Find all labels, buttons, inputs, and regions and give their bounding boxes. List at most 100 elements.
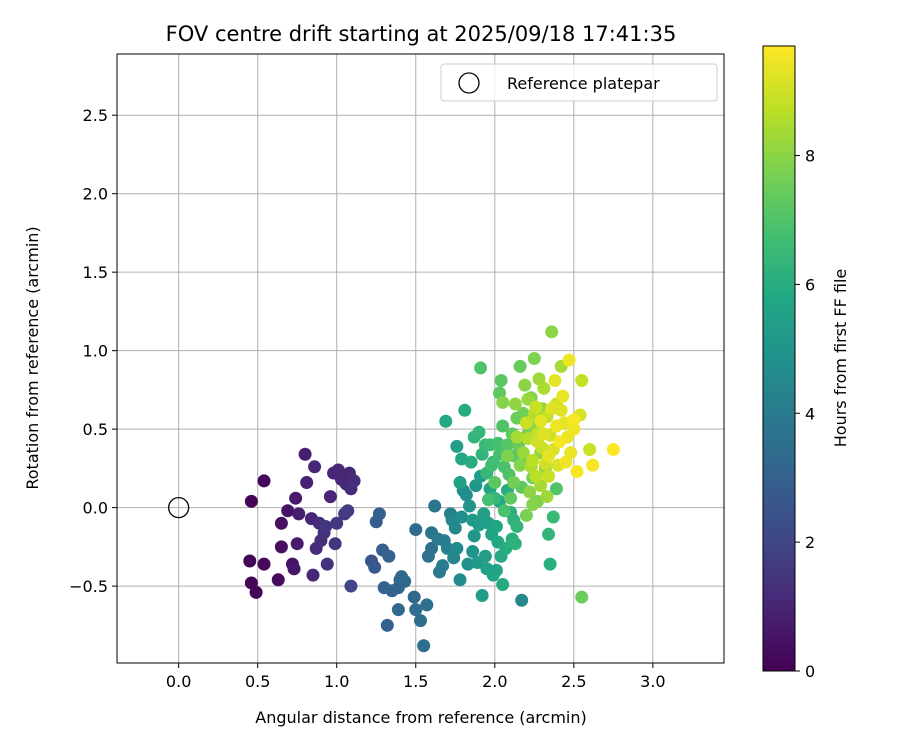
data-point: [537, 381, 551, 395]
data-point: [436, 559, 450, 573]
x-tick-label: 2.5: [561, 672, 586, 691]
data-point: [486, 568, 500, 582]
data-point: [534, 414, 548, 428]
data-point: [583, 443, 597, 457]
plot-frame: [116, 53, 725, 664]
data-point: [455, 510, 469, 524]
data-point: [513, 458, 527, 472]
data-point: [488, 475, 502, 489]
data-point: [328, 537, 342, 551]
x-tick-label: 0.5: [245, 672, 270, 691]
data-point: [508, 397, 522, 411]
data-point: [556, 389, 570, 403]
data-point: [540, 490, 554, 504]
data-point: [453, 573, 467, 587]
data-point: [519, 508, 533, 522]
data-point: [287, 562, 301, 576]
data-point: [575, 373, 589, 387]
data-point: [382, 549, 396, 563]
colorbar-tick-label: 8: [805, 147, 815, 166]
data-point: [344, 579, 358, 593]
data-point: [545, 402, 559, 416]
data-point: [508, 537, 522, 551]
legend-entry-reference-platepar: Reference platepar: [507, 74, 660, 93]
x-tick-label: 3.0: [640, 672, 665, 691]
data-point: [496, 578, 510, 592]
data-point: [562, 353, 576, 367]
data-point: [414, 614, 427, 628]
colorbar-tick-label: 0: [805, 662, 815, 681]
legend: Reference platepar: [440, 63, 718, 102]
data-point: [559, 455, 573, 469]
x-axis-ticks: 0.0 0.5 1.0 1.5 2.0 2.5 3.0: [166, 663, 666, 691]
data-point: [526, 454, 540, 468]
data-point: [244, 494, 258, 508]
data-point: [459, 488, 473, 502]
y-tick-label: 0.5: [83, 420, 108, 439]
data-point: [542, 449, 556, 463]
data-point: [308, 460, 322, 474]
data-point: [319, 519, 333, 533]
data-point: [463, 499, 477, 513]
data-point: [407, 590, 421, 604]
data-point: [425, 541, 439, 555]
data-point: [515, 593, 529, 607]
x-tick-label: 1.0: [324, 672, 349, 691]
data-point: [274, 516, 288, 530]
data-point: [475, 589, 489, 603]
y-axis-label: Rotation from reference (arcmin): [23, 226, 42, 489]
data-point: [372, 507, 386, 521]
data-point: [417, 639, 431, 653]
data-point: [249, 585, 263, 599]
data-point: [467, 529, 481, 543]
data-point: [510, 430, 524, 444]
data-point: [523, 485, 537, 499]
data-point: [519, 416, 533, 430]
data-point: [257, 557, 271, 571]
data-point: [553, 435, 567, 449]
data-point: [478, 549, 492, 563]
colorbar-tick-label: 4: [805, 404, 815, 423]
colorbar-gradient: [762, 45, 796, 672]
x-axis-label: Angular distance from reference (arcmin): [255, 708, 586, 727]
data-point: [548, 373, 562, 387]
data-point: [450, 439, 464, 453]
data-point: [586, 458, 600, 472]
data-point: [330, 516, 344, 530]
data-point: [306, 568, 320, 582]
data-point: [439, 414, 453, 428]
data-point: [537, 427, 551, 441]
y-tick-label: 1.0: [83, 342, 108, 361]
data-point: [466, 545, 480, 559]
data-point: [474, 361, 488, 375]
data-point: [292, 507, 306, 521]
data-point: [341, 504, 355, 518]
y-tick-label: −0.5: [69, 577, 108, 596]
data-point: [567, 413, 581, 427]
data-point: [546, 510, 560, 524]
data-point: [323, 490, 337, 504]
data-point: [549, 419, 563, 433]
colorbar: 0 2 4 6 8 Hours from first FF file: [762, 45, 850, 681]
colorbar-label: Hours from first FF file: [831, 269, 850, 448]
reference-marker-layer: [167, 496, 190, 519]
data-point: [464, 455, 478, 469]
data-point: [527, 352, 541, 365]
data-point: [298, 447, 312, 461]
data-point: [281, 504, 295, 518]
legend-box: [440, 63, 718, 102]
data-point: [494, 373, 508, 387]
data-point: [606, 443, 620, 457]
data-point: [243, 554, 257, 568]
data-point: [458, 403, 472, 417]
data-point: [496, 395, 510, 409]
data-point: [510, 519, 524, 533]
data-point: [320, 557, 334, 571]
data-point: [368, 560, 382, 574]
data-point: [570, 465, 584, 479]
data-point: [500, 438, 514, 452]
data-point: [526, 497, 540, 511]
data-point: [545, 325, 559, 339]
grid: [117, 54, 724, 663]
